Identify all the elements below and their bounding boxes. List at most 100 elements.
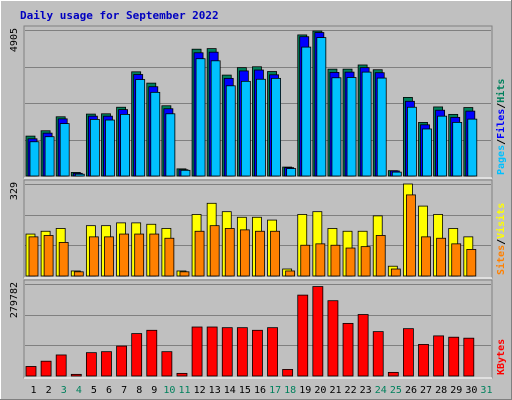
bar-kbytes-day-19 [297,294,309,377]
bar-kbytes-day-13 [206,326,218,377]
x-label-day-31: 31 [480,385,492,396]
bar-sites-day-18 [285,270,296,277]
x-label-day-18: 18 [284,385,296,396]
bar-sites-day-12 [194,230,205,277]
bar-kbytes-day-7 [116,345,127,377]
bar-pages-day-29 [452,122,463,177]
bar-sites-day-21 [330,244,341,277]
bar-pages-day-4 [74,173,85,177]
bar-sites-day-15 [239,229,250,277]
bar-pages-day-15 [240,80,251,177]
x-label-day-16: 16 [254,385,266,396]
bar-sites-day-7 [119,233,129,277]
bar-sites-day-28 [436,237,447,277]
y-max-label: 4905 [9,28,20,52]
panel-legend: Sites/Visits [495,203,507,275]
bar-kbytes-day-18 [282,369,294,377]
bar-pages-day-30 [467,118,478,177]
legend-entry: Hits [495,79,507,103]
bar-pages-day-18 [286,168,297,177]
bar-pages-day-10 [165,113,176,177]
bar-pages-day-9 [150,91,161,177]
bar-sites-day-2 [43,235,54,277]
x-label-day-6: 6 [106,385,112,396]
legend-entry: Files [495,109,507,139]
bar-kbytes-day-30 [463,337,475,377]
bar-kbytes-day-24 [372,331,384,377]
bar-sites-day-30 [466,249,477,277]
bar-pages-day-6 [105,119,115,177]
bar-kbytes-day-5 [85,352,97,377]
y-max-label: 279782 [9,282,20,318]
x-label-day-4: 4 [76,385,82,396]
bar-pages-day-26 [407,106,417,177]
bar-kbytes-day-2 [40,360,52,377]
x-label-day-28: 28 [435,385,447,396]
bar-pages-day-19 [301,46,312,177]
bar-sites-day-5 [88,236,99,277]
legend-entry: / [496,103,507,109]
bar-pages-day-16 [256,78,266,177]
bar-pages-day-11 [180,169,191,177]
x-label-day-30: 30 [465,385,477,396]
bar-kbytes-day-8 [131,333,143,377]
chart-panels: 4905Pages/Files/Hits329Sites/Visits27978… [9,25,507,379]
bar-pages-day-12 [195,58,206,177]
bar-kbytes-day-14 [221,327,233,377]
bar-pages-day-3 [59,123,70,177]
bar-sites-day-17 [270,230,280,277]
x-label-day-26: 26 [405,385,417,396]
bar-sites-day-22 [345,247,356,277]
bar-kbytes-day-25 [387,371,399,377]
bar-pages-day-23 [361,71,372,177]
x-label-day-12: 12 [194,385,206,396]
bar-pages-day-8 [135,79,146,177]
bar-sites-day-14 [224,228,235,277]
bar-sites-day-13 [209,225,220,277]
bar-pages-day-24 [376,77,387,177]
bar-sites-day-26 [406,194,416,277]
chart-title: Daily usage for September 2022 [20,9,219,22]
bar-sites-day-1 [28,236,39,277]
legend-entry: / [496,139,507,145]
bar-kbytes-day-21 [327,300,339,377]
bar-kbytes-day-22 [342,322,354,377]
bar-kbytes-day-11 [176,372,188,377]
panel-legend: Pages/Files/Hits [495,79,507,175]
x-label-day-27: 27 [420,385,432,396]
bar-pages-day-28 [437,115,448,177]
bar-kbytes-day-4 [70,373,82,377]
bar-kbytes-day-12 [191,326,203,377]
bar-kbytes-day-23 [357,314,369,377]
bar-sites-day-20 [315,243,326,277]
legend-entry: Pages [496,145,507,175]
bar-sites-day-10 [164,237,175,277]
x-label-day-14: 14 [224,385,236,396]
bar-sites-day-3 [58,242,69,277]
bar-sites-day-27 [421,236,431,277]
bar-kbytes-day-1 [25,366,37,377]
bar-pages-day-22 [346,77,357,177]
bar-sites-day-24 [375,235,386,277]
x-label-day-20: 20 [314,385,326,396]
bar-pages-day-14 [225,85,236,177]
x-label-day-11: 11 [178,385,190,396]
bar-sites-day-23 [360,246,371,277]
bar-sites-day-29 [451,243,462,277]
legend-entry: KBytes [496,339,507,375]
x-label-day-17: 17 [269,385,281,396]
bar-pages-day-20 [316,37,327,177]
y-max-label: 329 [9,182,20,200]
bar-sites-day-19 [300,244,311,277]
bar-kbytes-day-6 [101,351,112,377]
bar-kbytes-day-10 [161,351,173,377]
x-label-day-22: 22 [345,385,357,396]
x-label-day-15: 15 [239,385,251,396]
panel-visits_sites: 329 Sites/Visits [9,179,507,279]
x-label-day-3: 3 [61,385,67,396]
bar-sites-day-8 [134,233,145,277]
bar-kbytes-day-15 [236,327,248,377]
bar-kbytes-day-28 [433,335,445,377]
